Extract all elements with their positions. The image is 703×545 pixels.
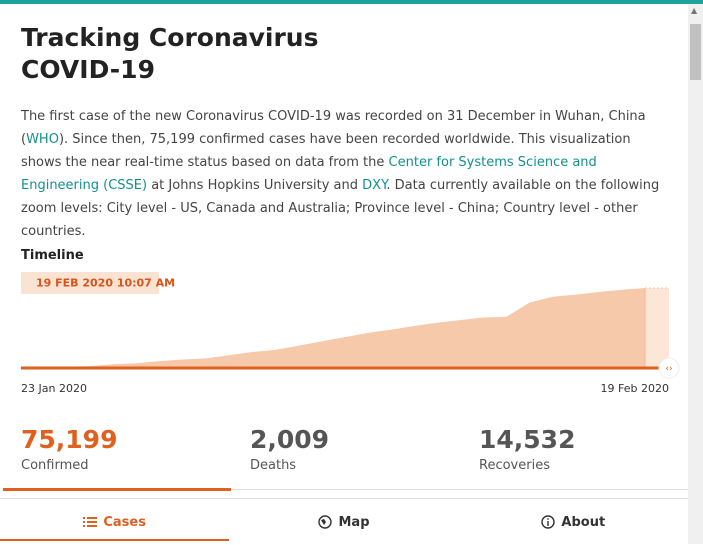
tab[interactable]: About (459, 499, 688, 545)
stat-value: 14,532 (479, 425, 576, 454)
title-line: COVID-19 (21, 55, 155, 84)
title-line: Tracking Coronavirus (21, 23, 319, 52)
text: . Data currently available on the follow… (21, 178, 660, 239)
tab-label: Map (338, 514, 370, 530)
divider (231, 489, 688, 490)
future-area (645, 288, 669, 368)
area (21, 288, 645, 368)
text: ). Since then, 75,199 confirmed cases ha… (21, 132, 631, 170)
tab-label: Cases (103, 514, 146, 530)
map-icon (318, 515, 333, 529)
top-bar (0, 0, 703, 4)
plot: 23 Jan 2020 19 Feb 2020 (21, 287, 669, 395)
timeline-label: Timeline (21, 248, 84, 263)
text: The first case of the new Coronavirus CO… (21, 109, 646, 147)
info-icon (541, 515, 556, 529)
x-tick-label: 23 Jan 2020 (21, 382, 87, 395)
timeline-chart: 19 FEB 2020 10:07 AM 23 Jan 2020 19 Feb 2… (21, 272, 680, 395)
link[interactable]: WHO (26, 132, 59, 147)
stat-label: Deaths (250, 458, 297, 473)
scroll-thumb[interactable] (690, 24, 701, 80)
link[interactable]: Center for Systems Science and Engineeri… (21, 155, 597, 193)
title: Tracking Coronavirus COVID-19 (21, 22, 319, 86)
stat[interactable]: 2,009 Deaths (250, 424, 329, 473)
timeline-handle[interactable] (658, 357, 680, 379)
text: at Johns Hopkins University and (147, 178, 363, 193)
stat[interactable]: 75,199 Confirmed (21, 424, 117, 473)
scroll-up[interactable]: ▲ (691, 6, 698, 15)
link[interactable]: DXY (362, 178, 387, 193)
current-date-box (21, 272, 159, 294)
stat-underline (3, 488, 231, 491)
bottom-nav: Cases Map About (0, 498, 688, 545)
tab-label: About (561, 514, 606, 530)
tab[interactable]: Map (229, 499, 458, 545)
handle-icon: ‹› (665, 364, 672, 374)
tab[interactable]: Cases (0, 499, 230, 545)
list-icon (83, 517, 98, 527)
description: The first case of the new Coronavirus CO… (21, 105, 671, 243)
stat-value: 2,009 (250, 425, 330, 454)
stat-label: Recoveries (479, 458, 550, 473)
scrollbar[interactable]: ▲ (688, 4, 703, 544)
stat-label: Confirmed (21, 458, 89, 473)
current-date: 19 FEB 2020 10:07 AM (36, 277, 175, 290)
x-tick-label: 19 Feb 2020 (601, 382, 669, 395)
stat-value: 75,199 (21, 425, 118, 454)
stat[interactable]: 14,532 Recoveries (479, 424, 575, 473)
